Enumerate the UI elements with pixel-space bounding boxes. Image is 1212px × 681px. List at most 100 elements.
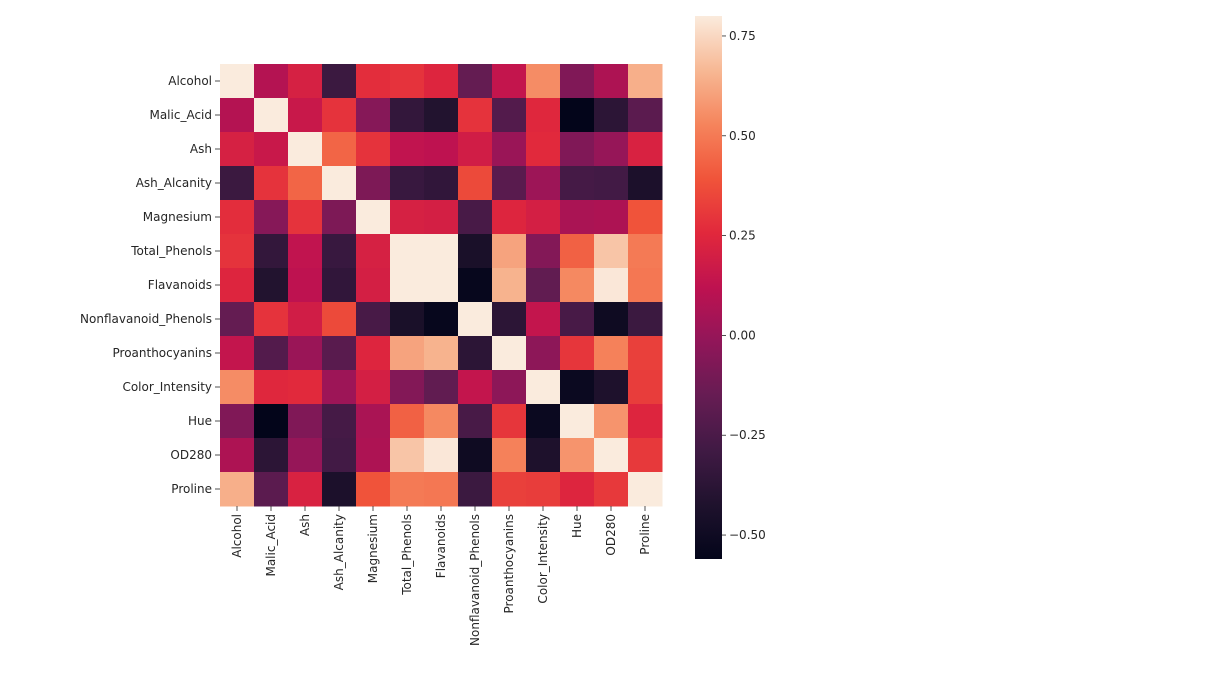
heatmap-cell xyxy=(458,336,493,371)
colorbar-tick-label: 0.25 xyxy=(729,229,756,243)
heatmap-cell xyxy=(322,370,357,405)
heatmap-cell xyxy=(458,234,493,269)
heatmap-cell xyxy=(628,438,663,473)
colorbar: 0.75 0.50 0.25 0.00 −0.25 −0.50 xyxy=(695,16,766,559)
y-tick-label: Total_Phenols xyxy=(130,244,212,258)
y-tick-label: Color_Intensity xyxy=(122,380,212,394)
heatmap-cell xyxy=(628,370,663,405)
heatmap-cell xyxy=(560,166,595,201)
heatmap-cell xyxy=(424,166,459,201)
heatmap-cell xyxy=(322,98,357,133)
y-tick-label: Ash xyxy=(190,142,212,156)
heatmap-cell xyxy=(356,234,391,269)
heatmap-cell xyxy=(424,234,459,269)
heatmap-cell xyxy=(594,98,629,133)
heatmap-cell xyxy=(492,200,527,235)
heatmap-cell xyxy=(220,98,255,133)
heatmap-cell xyxy=(322,166,357,201)
heatmap-cell xyxy=(288,200,323,235)
heatmap-cell xyxy=(424,64,459,99)
heatmap-cell xyxy=(594,336,629,371)
row-labels: Alcohol Malic_Acid Ash Ash_Alcanity Magnesiu… xyxy=(80,74,220,496)
heatmap-cell xyxy=(220,438,255,473)
x-tick-label: Color_Intensity xyxy=(536,514,550,604)
heatmap-cell xyxy=(628,336,663,371)
heatmap-cell xyxy=(254,404,289,439)
heatmap-cell xyxy=(356,438,391,473)
heatmap-cells xyxy=(220,64,663,507)
x-tick-label: Ash_Alcanity xyxy=(332,514,346,590)
heatmap-cell xyxy=(288,234,323,269)
heatmap-cell xyxy=(322,404,357,439)
x-tick-label: OD280 xyxy=(604,514,618,556)
heatmap-cell xyxy=(458,166,493,201)
x-tick-label: Nonflavanoid_Phenols xyxy=(468,514,482,646)
x-tick-label: Total_Phenols xyxy=(400,514,414,596)
heatmap-cell xyxy=(254,98,289,133)
heatmap-cell xyxy=(288,438,323,473)
y-tick-label: Flavanoids xyxy=(148,278,212,292)
heatmap-cell xyxy=(628,302,663,337)
heatmap-cell xyxy=(390,370,425,405)
x-tick-label: Magnesium xyxy=(366,514,380,583)
heatmap-cell xyxy=(458,132,493,167)
heatmap-cell xyxy=(526,234,561,269)
heatmap-cell xyxy=(356,268,391,303)
heatmap-cell xyxy=(492,438,527,473)
heatmap-cell xyxy=(424,268,459,303)
heatmap-cell xyxy=(356,302,391,337)
heatmap-cell xyxy=(220,64,255,99)
heatmap-cell xyxy=(288,336,323,371)
heatmap-cell xyxy=(560,404,595,439)
colorbar-tick-label: 0.00 xyxy=(729,328,756,342)
heatmap-cell xyxy=(254,336,289,371)
heatmap-cell xyxy=(458,472,493,507)
heatmap-cell xyxy=(390,166,425,201)
heatmap-cell xyxy=(594,166,629,201)
heatmap-cell xyxy=(628,132,663,167)
heatmap-cell xyxy=(322,268,357,303)
heatmap-cell xyxy=(288,370,323,405)
heatmap-cell xyxy=(492,302,527,337)
heatmap-cell xyxy=(322,302,357,337)
colorbar-tick-label: −0.25 xyxy=(729,428,766,442)
heatmap-cell xyxy=(560,370,595,405)
heatmap-cell xyxy=(390,200,425,235)
heatmap-cell xyxy=(594,132,629,167)
heatmap-cell xyxy=(492,336,527,371)
heatmap-cell xyxy=(492,132,527,167)
heatmap-cell xyxy=(322,438,357,473)
heatmap-cell xyxy=(254,302,289,337)
heatmap-cell xyxy=(526,64,561,99)
heatmap-cell xyxy=(322,200,357,235)
heatmap-cell xyxy=(220,370,255,405)
heatmap-cell xyxy=(628,200,663,235)
heatmap-cell xyxy=(288,472,323,507)
heatmap-cell xyxy=(424,370,459,405)
heatmap-cell xyxy=(424,438,459,473)
heatmap-cell xyxy=(288,404,323,439)
colorbar-tick-label: 0.50 xyxy=(729,129,756,143)
heatmap-cell xyxy=(356,370,391,405)
heatmap-cell xyxy=(526,404,561,439)
heatmap-cell xyxy=(424,404,459,439)
heatmap-cell xyxy=(288,64,323,99)
heatmap-cell xyxy=(424,472,459,507)
heatmap-cell xyxy=(594,404,629,439)
x-tick-label: Hue xyxy=(570,514,584,538)
heatmap-cell xyxy=(322,234,357,269)
heatmap-cell xyxy=(390,438,425,473)
heatmap-cell xyxy=(356,200,391,235)
x-tick-label: Flavanoids xyxy=(434,514,448,578)
heatmap-cell xyxy=(356,472,391,507)
heatmap-cell xyxy=(254,268,289,303)
heatmap-cell xyxy=(424,132,459,167)
x-tick-label: Proanthocyanins xyxy=(502,514,516,614)
heatmap-cell xyxy=(288,302,323,337)
heatmap-cell xyxy=(526,132,561,167)
heatmap-cell xyxy=(628,98,663,133)
heatmap-cell xyxy=(220,166,255,201)
heatmap-cell xyxy=(526,336,561,371)
y-tick-label: Malic_Acid xyxy=(149,108,212,122)
